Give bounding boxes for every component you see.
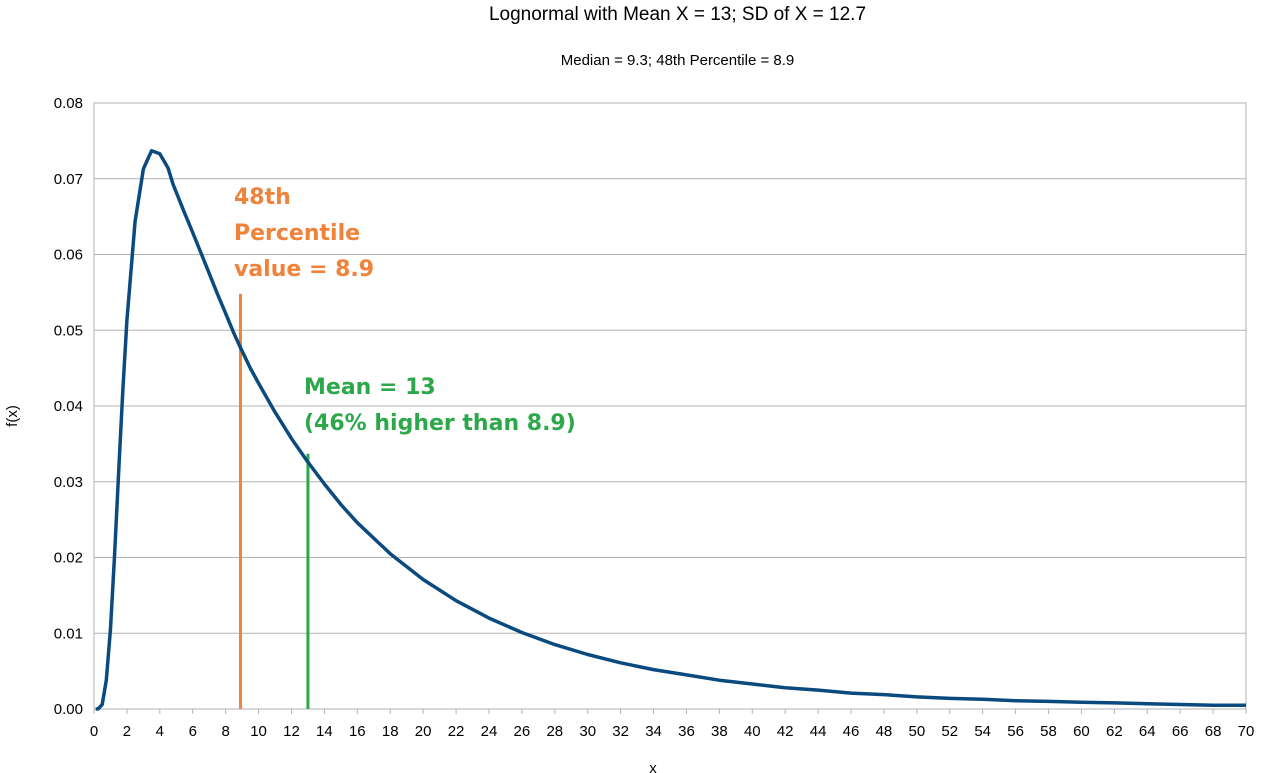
y-tick-label: 0.02 <box>54 550 83 567</box>
y-tick-label: 0.08 <box>54 95 83 112</box>
x-tick-label: 4 <box>156 723 164 740</box>
annotations: 48th Percentile value = 8.9 Mean = 13 (46% h… <box>234 185 576 436</box>
x-tick-label: 42 <box>777 723 794 740</box>
x-tick-label: 22 <box>448 723 465 740</box>
x-axis-title: x <box>649 760 657 773</box>
x-tick-label: 54 <box>974 723 991 740</box>
x-tick-label: 62 <box>1106 723 1123 740</box>
y-axis-ticks: 0.00 0.01 0.02 0.03 0.04 0.05 0.06 0.07 0.08 <box>54 95 83 718</box>
x-tick-label: 28 <box>546 723 563 740</box>
chart-title: Lognormal with Mean X = 13; SD of X = 12… <box>488 4 867 25</box>
chart-subtitle: Median = 9.3; 48th Percentile = 8.9 <box>560 52 795 69</box>
x-tick-label: 18 <box>382 723 399 740</box>
series-line <box>95 148 1246 711</box>
x-axis-ticks: 0 2 4 6 8 10 12 14 16 18 20 22 24 26 28 30 32 34 36 38 40 42 4… <box>90 709 1255 740</box>
annotation-text: (46% higher than 8.9) <box>304 411 576 436</box>
plot-frame <box>93 102 1247 710</box>
x-tick-label: 2 <box>123 723 131 740</box>
x-tick-label: 8 <box>221 723 229 740</box>
y-tick-label: 0.00 <box>54 701 83 718</box>
x-tick-label: 68 <box>1205 723 1222 740</box>
y-tick-label: 0.07 <box>54 171 83 188</box>
x-tick-label: 46 <box>843 723 860 740</box>
x-tick-label: 52 <box>941 723 958 740</box>
y-tick-label: 0.01 <box>54 625 83 642</box>
x-tick-label: 50 <box>909 723 926 740</box>
x-tick-label: 24 <box>481 723 498 740</box>
x-tick-label: 70 <box>1238 723 1255 740</box>
y-tick-label: 0.03 <box>54 474 83 491</box>
x-tick-label: 48 <box>876 723 893 740</box>
x-tick-label: 56 <box>1007 723 1024 740</box>
x-tick-label: 34 <box>645 723 662 740</box>
y-tick-label: 0.05 <box>54 322 83 339</box>
x-tick-label: 6 <box>189 723 197 740</box>
x-tick-label: 0 <box>90 723 98 740</box>
x-tick-label: 44 <box>810 723 827 740</box>
y-tick-label: 0.04 <box>54 398 83 415</box>
y-axis-title: f(x) <box>4 405 21 427</box>
annotation-text: 48th <box>234 185 291 210</box>
annotation-text: Percentile <box>234 221 360 246</box>
annotation-text: Mean = 13 <box>304 375 436 400</box>
x-tick-label: 30 <box>579 723 596 740</box>
annotation-text: value = 8.9 <box>234 257 374 282</box>
x-tick-label: 10 <box>250 723 267 740</box>
y-tick-label: 0.06 <box>54 247 83 264</box>
x-tick-label: 14 <box>316 723 333 740</box>
x-tick-label: 64 <box>1139 723 1156 740</box>
x-tick-label: 26 <box>514 723 531 740</box>
x-tick-label: 36 <box>678 723 695 740</box>
x-tick-label: 32 <box>612 723 629 740</box>
marker-lines <box>238 293 310 709</box>
x-tick-label: 60 <box>1073 723 1090 740</box>
series-layer <box>95 148 1246 711</box>
x-tick-label: 40 <box>744 723 761 740</box>
x-tick-label: 38 <box>711 723 728 740</box>
x-tick-label: 66 <box>1172 723 1189 740</box>
x-tick-label: 58 <box>1040 723 1057 740</box>
x-tick-label: 20 <box>415 723 432 740</box>
x-tick-label: 16 <box>349 723 366 740</box>
x-tick-label: 12 <box>283 723 300 740</box>
